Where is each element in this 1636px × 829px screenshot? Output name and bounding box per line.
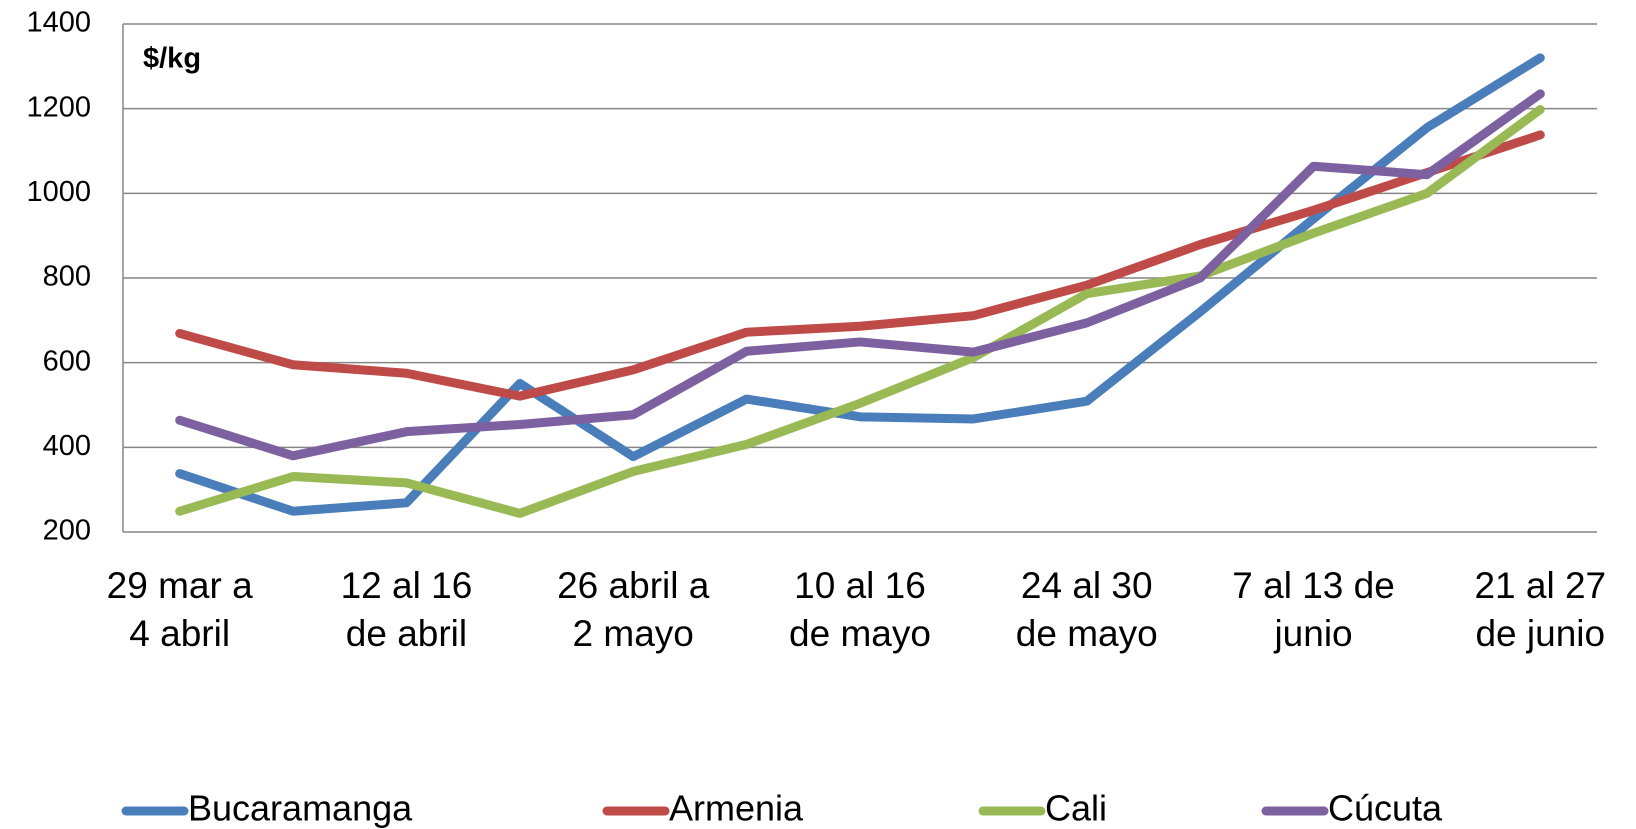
x-tick-label: 26 abril a 2 mayo xyxy=(557,565,710,654)
y-tick-label: 1400 xyxy=(26,7,91,39)
y-tick-label: 800 xyxy=(43,261,91,293)
x-tick-label: 21 al 27 de junio xyxy=(1474,565,1607,654)
unit-annotation: $/kg xyxy=(143,43,201,75)
legend-label: Cali xyxy=(1045,788,1107,829)
x-tick-label: 10 al 16 de mayo xyxy=(789,565,931,654)
legend-label: Bucaramanga xyxy=(188,788,413,829)
y-tick-label: 600 xyxy=(43,345,91,377)
series-line xyxy=(175,89,1545,461)
x-tick-label: 12 al 16 de abril xyxy=(340,565,473,654)
x-tick-label: 29 mar a 4 abril xyxy=(106,565,253,654)
y-tick-label: 1200 xyxy=(26,91,91,123)
legend-label: Armenia xyxy=(669,788,804,829)
series-line xyxy=(175,53,1545,516)
x-tick-label: 24 al 30 de mayo xyxy=(1015,565,1158,654)
legend-label: Cúcuta xyxy=(1328,788,1443,829)
series-line xyxy=(175,105,1545,518)
y-tick-label: 400 xyxy=(43,430,91,462)
series-line xyxy=(175,130,1545,401)
y-tick-label: 200 xyxy=(43,515,91,547)
x-tick-label: 7 al 13 de junio xyxy=(1232,565,1395,654)
y-tick-label: 1000 xyxy=(26,176,91,208)
